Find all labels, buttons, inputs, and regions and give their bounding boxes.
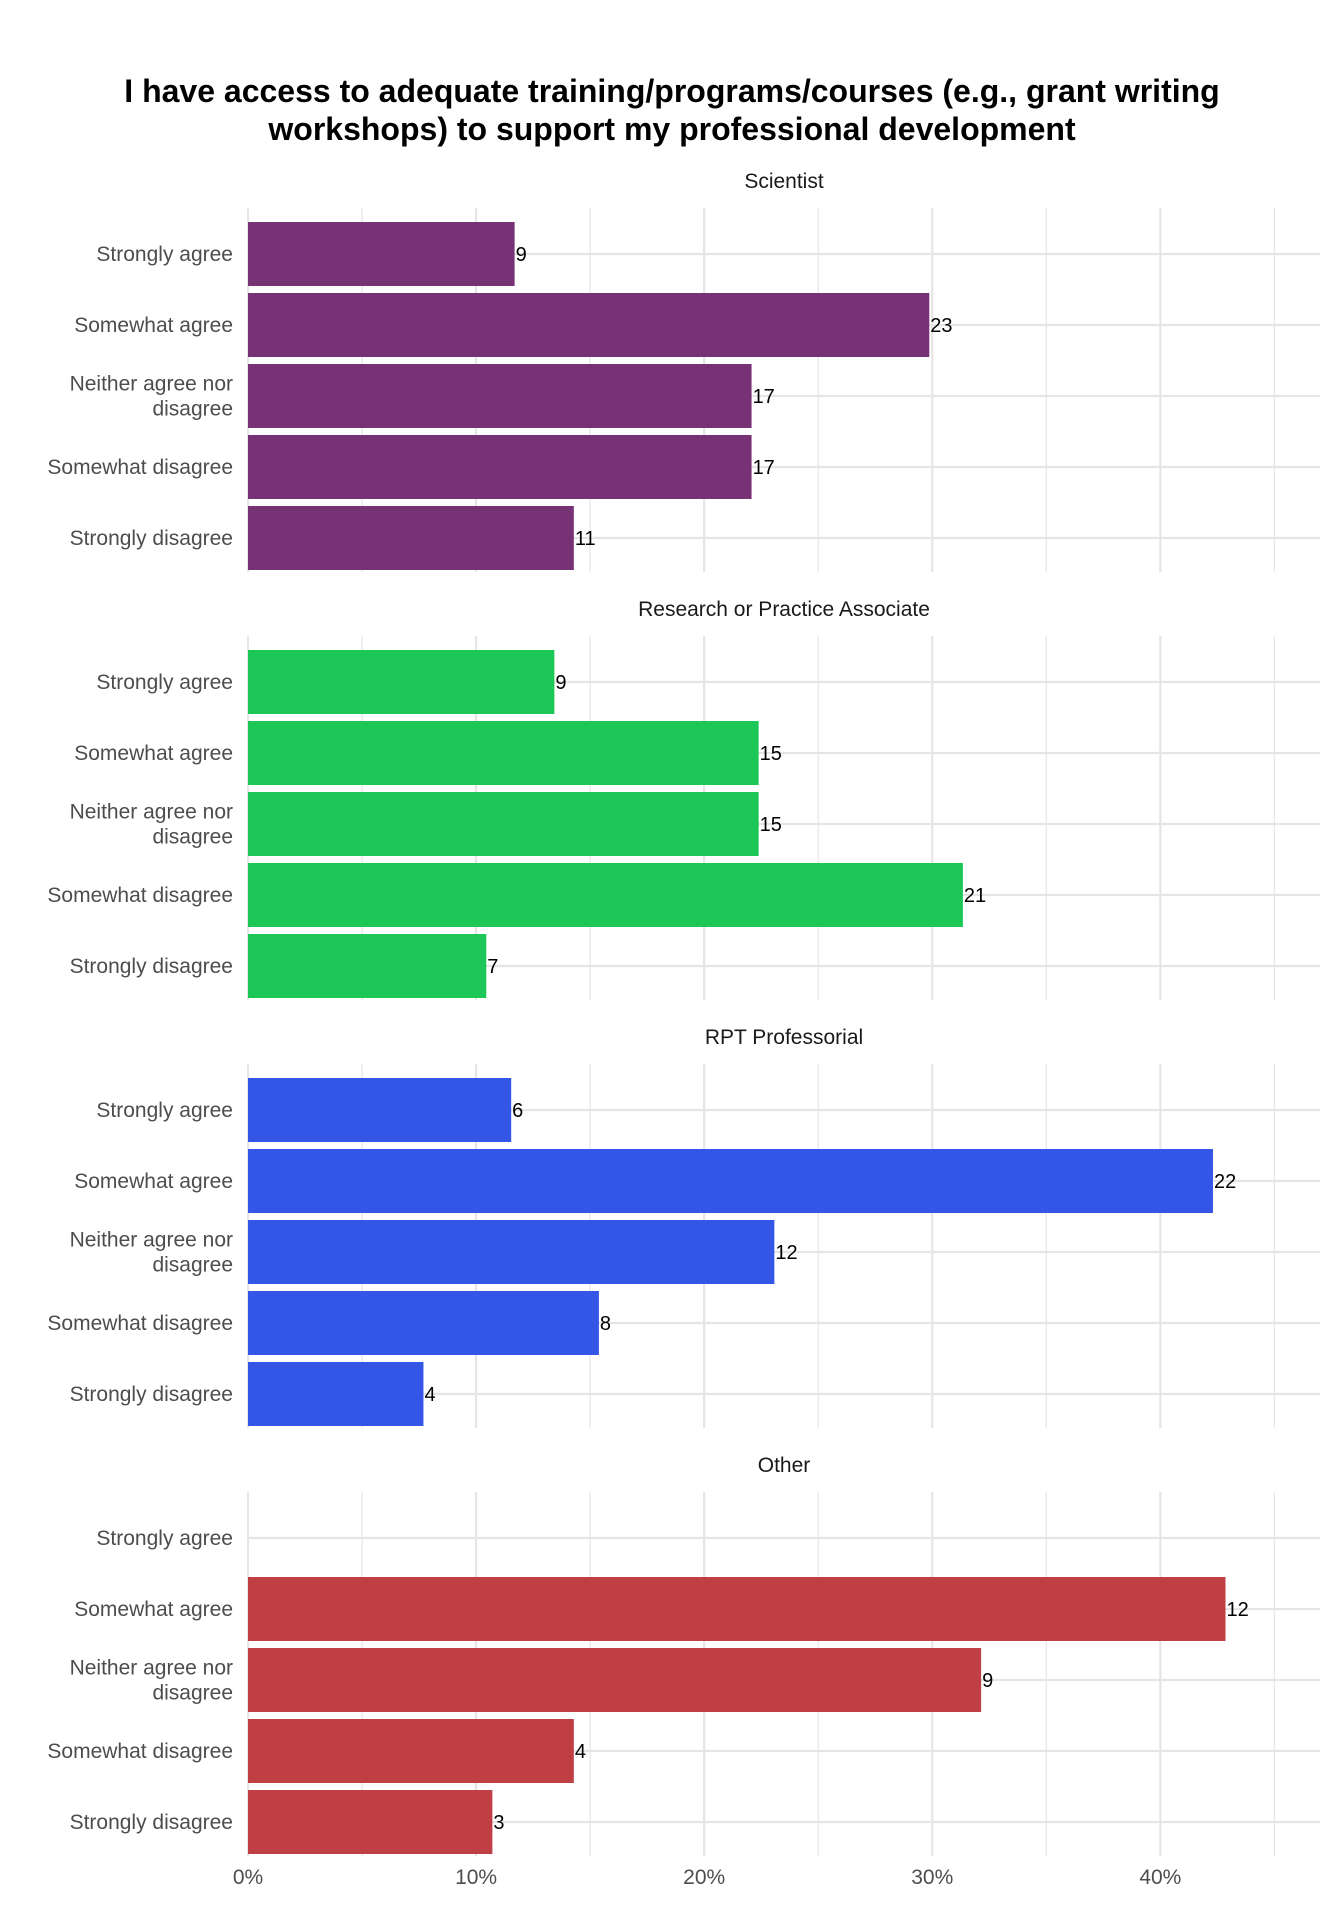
- category-label: Neither agree nor disagree: [70, 1229, 233, 1277]
- facet-label: Other: [758, 1454, 811, 1477]
- bar: [248, 1577, 1226, 1641]
- data-label: 21: [964, 885, 986, 907]
- facet-label: RPT Professorial: [705, 1026, 863, 1049]
- x-tick-label: 20%: [683, 1866, 725, 1889]
- facet-label: Scientist: [744, 170, 824, 193]
- category-label: Strongly agree: [96, 671, 233, 694]
- category-label: Strongly disagree: [70, 527, 233, 550]
- category-label: Somewhat agree: [74, 1170, 233, 1193]
- data-label: 15: [760, 814, 782, 836]
- chart-title-line-2: workshops) to support my professional de…: [268, 111, 1076, 147]
- bar: [248, 1790, 493, 1854]
- chart-title-line-1: I have access to adequate training/progr…: [124, 73, 1220, 109]
- bar: [248, 650, 555, 714]
- bar: [248, 1719, 574, 1783]
- category-label: Strongly agree: [96, 243, 233, 266]
- x-tick-label: 30%: [911, 1866, 953, 1889]
- data-label: 15: [760, 743, 782, 765]
- bar: [248, 1362, 424, 1426]
- facet-label: Research or Practice Associate: [638, 598, 930, 621]
- bar: [248, 1220, 775, 1284]
- category-label: Somewhat disagree: [47, 884, 233, 907]
- data-label: 8: [600, 1313, 611, 1335]
- bar: [248, 721, 759, 785]
- bar: [248, 934, 487, 998]
- bar: [248, 1291, 599, 1355]
- bar: [248, 435, 752, 499]
- data-label: 3: [493, 1812, 504, 1834]
- bar: [248, 222, 515, 286]
- category-label: Somewhat agree: [74, 314, 233, 337]
- data-label: 4: [575, 1741, 586, 1763]
- category-label: Somewhat agree: [74, 742, 233, 765]
- category-label: Neither agree nor disagree: [70, 801, 233, 849]
- category-label: Neither agree nor disagree: [70, 1657, 233, 1705]
- category-label: Neither agree nor disagree: [70, 373, 233, 421]
- data-label: 9: [516, 244, 527, 266]
- data-label: 17: [753, 386, 775, 408]
- chart-title: I have access to adequate training/progr…: [40, 72, 1304, 148]
- data-label: 12: [1227, 1599, 1249, 1621]
- category-label: Strongly disagree: [70, 1811, 233, 1834]
- data-label: 12: [775, 1242, 797, 1264]
- data-label: 6: [512, 1100, 523, 1122]
- x-tick-label: 40%: [1139, 1866, 1181, 1889]
- x-tick-label: 10%: [455, 1866, 497, 1889]
- data-label: 9: [555, 672, 566, 694]
- data-label: 17: [753, 457, 775, 479]
- bar: [248, 293, 930, 357]
- data-label: 9: [982, 1670, 993, 1692]
- x-tick-label: 0%: [233, 1866, 263, 1889]
- bar: [248, 1149, 1213, 1213]
- bar: [248, 506, 574, 570]
- category-label: Somewhat agree: [74, 1598, 233, 1621]
- bar: [248, 364, 752, 428]
- bar: [248, 863, 963, 927]
- bar: [248, 792, 759, 856]
- data-label: 23: [930, 315, 952, 337]
- category-label: Strongly disagree: [70, 1383, 233, 1406]
- category-label: Strongly agree: [96, 1527, 233, 1550]
- category-label: Somewhat disagree: [47, 1740, 233, 1763]
- data-label: 4: [424, 1384, 435, 1406]
- category-label: Somewhat disagree: [47, 456, 233, 479]
- data-label: 11: [575, 528, 596, 550]
- category-label: Strongly agree: [96, 1099, 233, 1122]
- category-label: Somewhat disagree: [47, 1312, 233, 1335]
- data-label: 22: [1214, 1171, 1236, 1193]
- data-label: 7: [487, 956, 498, 978]
- category-label: Strongly disagree: [70, 955, 233, 978]
- bar: [248, 1078, 512, 1142]
- bar: [248, 1648, 982, 1712]
